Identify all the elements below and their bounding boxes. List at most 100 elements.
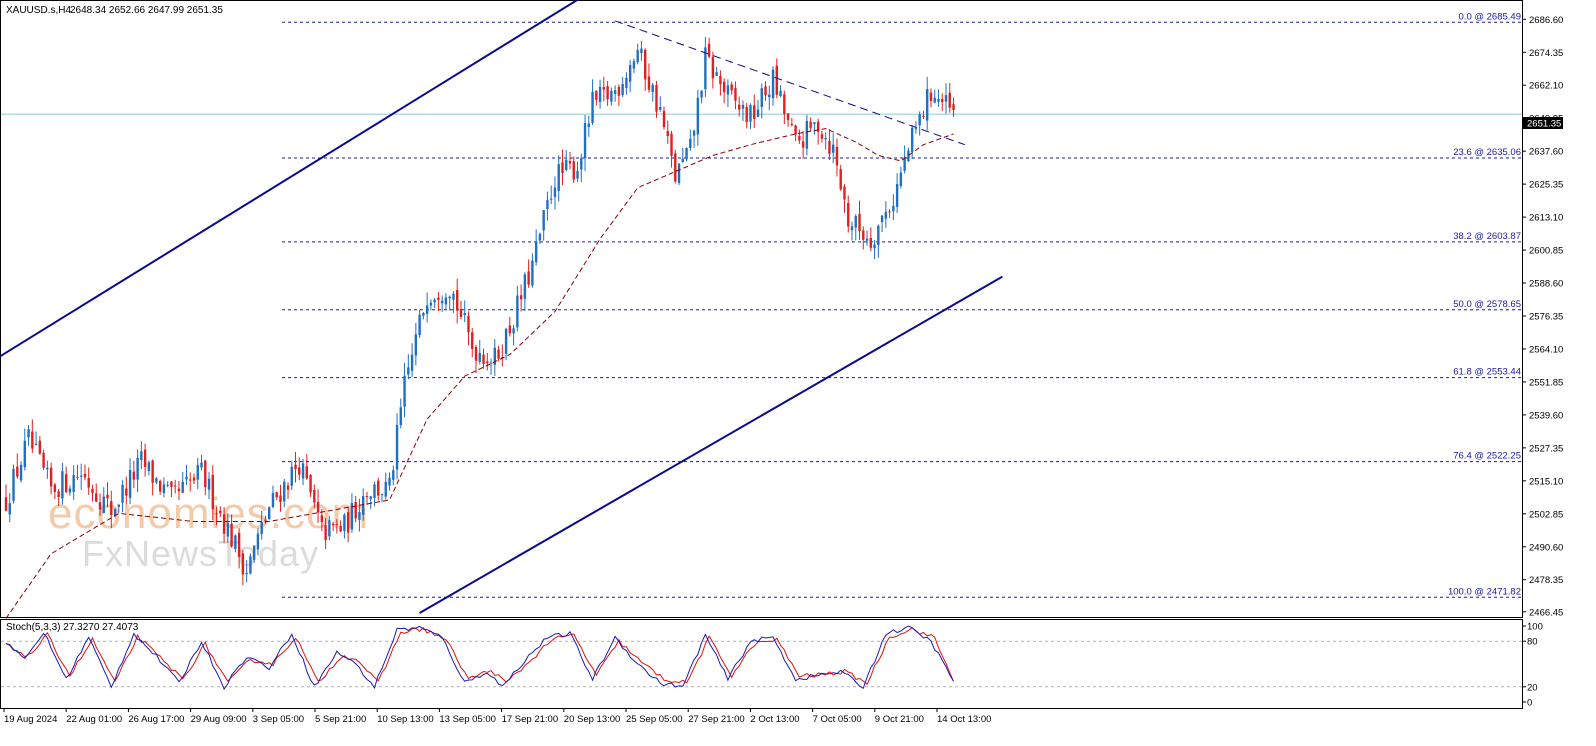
candle-body bbox=[414, 334, 418, 356]
candle-body bbox=[801, 141, 805, 148]
candle-body bbox=[527, 271, 530, 285]
time-axis: 19 Aug 2024 22 Aug 01:00 26 Aug 17:00 29 Au… bbox=[3, 708, 991, 725]
candle-body bbox=[335, 524, 339, 526]
x-tick-label: 5 Sep 21:00 bbox=[315, 714, 366, 725]
candle-body bbox=[501, 356, 504, 358]
candle-body bbox=[170, 481, 173, 487]
channel-lower-line bbox=[419, 275, 1003, 614]
candle-body bbox=[704, 47, 707, 90]
candle-body bbox=[38, 440, 42, 454]
x-tick-label: 13 Sep 05:00 bbox=[439, 714, 496, 725]
candle-body bbox=[219, 510, 222, 514]
candle-body bbox=[749, 105, 752, 122]
candle-body bbox=[816, 121, 820, 132]
candle-body bbox=[42, 452, 45, 468]
candle-body bbox=[813, 122, 816, 125]
candle-body bbox=[662, 110, 666, 128]
y-tick-label: 2551.85 bbox=[1529, 377, 1563, 388]
candle-body bbox=[316, 501, 320, 513]
y-tick-label: 2478.35 bbox=[1529, 575, 1563, 586]
candle-body bbox=[606, 86, 609, 100]
candle-body bbox=[531, 260, 534, 286]
price-axis: 2686.602674.352662.102649.852637.602625.… bbox=[1522, 15, 1563, 618]
y-tick-label: 2637.60 bbox=[1529, 147, 1563, 158]
candle-body bbox=[286, 485, 290, 490]
candle-body bbox=[433, 299, 436, 303]
candle-body bbox=[373, 484, 376, 498]
candle-body bbox=[790, 123, 794, 125]
candle-body bbox=[768, 94, 771, 98]
candle-body bbox=[482, 354, 485, 365]
candle-body bbox=[388, 477, 391, 486]
candle-body bbox=[395, 424, 399, 470]
candle-body bbox=[95, 493, 98, 502]
y-tick-label: 2576.35 bbox=[1529, 311, 1563, 322]
candle-body bbox=[64, 474, 68, 492]
candle-body bbox=[899, 172, 903, 186]
candle-body bbox=[918, 114, 921, 126]
candle-body bbox=[677, 163, 681, 183]
candle-body bbox=[346, 512, 350, 533]
candle-body bbox=[839, 169, 842, 190]
candle-body bbox=[534, 241, 538, 263]
candle-body bbox=[4, 497, 8, 511]
current-price-label: 2651.35 bbox=[1527, 119, 1561, 130]
candle-body bbox=[268, 507, 271, 520]
candle-body bbox=[283, 481, 286, 502]
candle-body bbox=[343, 514, 346, 531]
candle-body bbox=[211, 474, 214, 510]
candle-body bbox=[279, 495, 282, 503]
candle-body bbox=[49, 467, 53, 487]
candle-body bbox=[399, 407, 402, 425]
candle-body bbox=[83, 473, 87, 478]
stoch-signal-line bbox=[5, 626, 954, 686]
candle-body bbox=[61, 471, 64, 499]
moving-average bbox=[5, 128, 954, 619]
candle-body bbox=[497, 349, 500, 359]
candle-body bbox=[369, 496, 372, 500]
candle-body bbox=[741, 104, 745, 109]
symbol-label: XAUUSD.s,H4 bbox=[6, 5, 71, 16]
candle-body bbox=[738, 104, 741, 110]
candle-body bbox=[764, 86, 767, 96]
candle-body bbox=[207, 478, 211, 490]
candle-body bbox=[76, 476, 79, 478]
candle-body bbox=[613, 90, 617, 94]
y-tick-label: 2613.10 bbox=[1529, 213, 1563, 224]
candle-body bbox=[873, 244, 876, 249]
candle-body bbox=[463, 313, 466, 316]
candle-body bbox=[452, 293, 455, 300]
candle-body bbox=[779, 90, 782, 97]
candle-body bbox=[929, 92, 933, 101]
candle-body bbox=[294, 464, 297, 470]
candle-body bbox=[275, 492, 278, 498]
candle-body bbox=[907, 150, 910, 162]
candle-body bbox=[106, 494, 109, 499]
candle-body bbox=[903, 157, 906, 171]
candle-body bbox=[922, 115, 925, 117]
candle-body bbox=[516, 295, 519, 328]
fib-label: 38.2 @ 2603.87 bbox=[1453, 231, 1521, 242]
candle-body bbox=[647, 76, 651, 90]
candle-body bbox=[324, 525, 327, 541]
candle-body bbox=[719, 76, 722, 85]
x-tick-label: 9 Oct 21:00 bbox=[875, 714, 924, 725]
candle-body bbox=[783, 94, 786, 115]
candle-body bbox=[230, 523, 233, 547]
ma-line bbox=[5, 128, 954, 619]
fib-label: 23.6 @ 2635.06 bbox=[1453, 147, 1521, 158]
candle-body bbox=[478, 352, 481, 362]
candle-body bbox=[625, 77, 628, 88]
fib-label: 0.0 @ 2685.49 bbox=[1459, 11, 1521, 22]
candle-body bbox=[809, 121, 812, 128]
candle-body bbox=[392, 470, 395, 480]
candle-body bbox=[98, 502, 102, 510]
candle-body bbox=[128, 470, 132, 498]
candle-body bbox=[805, 120, 809, 149]
candle-body bbox=[617, 86, 621, 96]
x-tick-label: 3 Sep 05:00 bbox=[253, 714, 304, 725]
x-tick-label: 25 Sep 05:00 bbox=[626, 714, 683, 725]
candle-body bbox=[80, 475, 83, 477]
